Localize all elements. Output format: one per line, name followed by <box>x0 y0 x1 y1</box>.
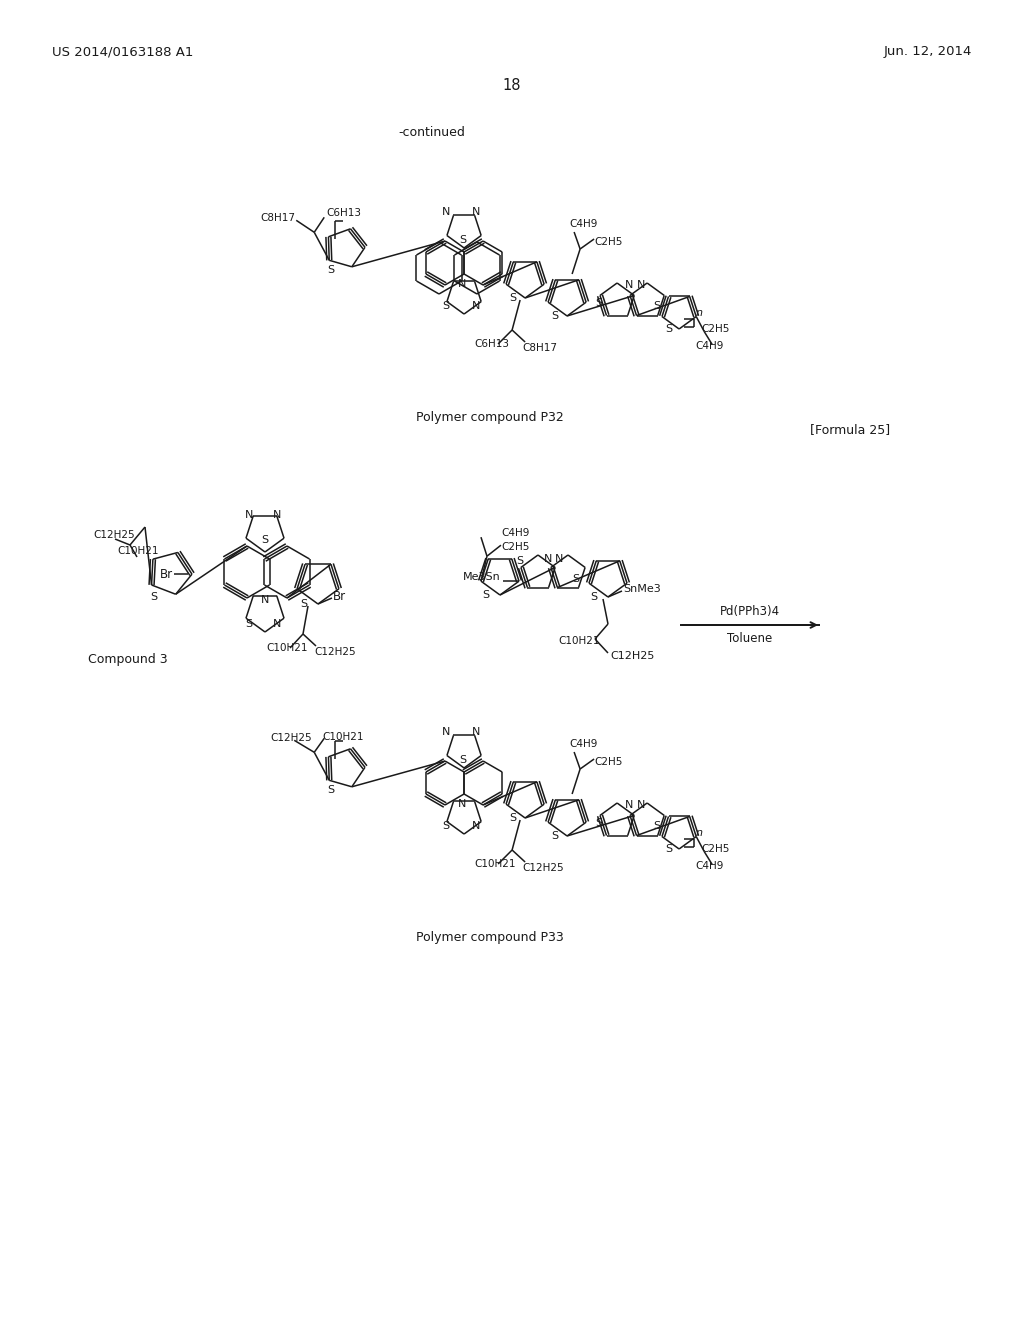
Text: S: S <box>572 574 580 583</box>
Text: N: N <box>472 821 480 832</box>
Text: Br: Br <box>160 568 173 581</box>
Text: C10H21: C10H21 <box>266 643 307 653</box>
Text: N: N <box>637 280 645 290</box>
Text: Me3Sn: Me3Sn <box>463 572 501 582</box>
Text: C4H9: C4H9 <box>569 219 597 228</box>
Text: C12H25: C12H25 <box>610 651 654 661</box>
Text: N: N <box>442 207 451 216</box>
Text: S: S <box>551 312 558 321</box>
Text: S: S <box>300 599 307 609</box>
Text: C2H5: C2H5 <box>501 543 529 552</box>
Text: C12H25: C12H25 <box>270 734 312 743</box>
Text: N: N <box>273 619 282 630</box>
Text: C8H17: C8H17 <box>260 214 295 223</box>
Text: Pd(PPh3)4: Pd(PPh3)4 <box>720 605 780 618</box>
Text: C4H9: C4H9 <box>695 341 724 351</box>
Text: N: N <box>625 800 634 810</box>
Text: S: S <box>327 265 334 275</box>
Text: C10H21: C10H21 <box>117 546 159 556</box>
Text: S: S <box>666 323 672 334</box>
Text: Polymer compound P33: Polymer compound P33 <box>416 932 564 945</box>
Text: S: S <box>442 301 450 312</box>
Text: C10H21: C10H21 <box>323 733 364 742</box>
Text: C2H5: C2H5 <box>701 843 729 854</box>
Text: S: S <box>327 785 334 795</box>
Text: C12H25: C12H25 <box>522 863 564 873</box>
Text: S: S <box>653 301 660 312</box>
Text: S: S <box>482 590 489 601</box>
Text: [Formula 25]: [Formula 25] <box>810 424 890 437</box>
Text: N: N <box>472 207 480 216</box>
Text: S: S <box>595 818 602 828</box>
Text: S: S <box>551 832 558 841</box>
Text: S: S <box>150 591 157 602</box>
Text: S: S <box>516 556 523 566</box>
Text: N: N <box>472 301 480 312</box>
Text: C2H5: C2H5 <box>594 238 623 247</box>
Text: S: S <box>459 235 466 246</box>
Text: Compound 3: Compound 3 <box>88 653 168 667</box>
Text: C4H9: C4H9 <box>569 739 597 748</box>
Text: N: N <box>544 554 552 564</box>
Text: N: N <box>637 800 645 810</box>
Text: S: S <box>666 843 672 854</box>
Text: C12H25: C12H25 <box>93 531 134 540</box>
Text: C6H13: C6H13 <box>327 209 361 218</box>
Text: C2H5: C2H5 <box>701 323 729 334</box>
Text: N: N <box>261 595 269 605</box>
Text: C10H21: C10H21 <box>474 859 516 869</box>
Text: -continued: -continued <box>398 125 465 139</box>
Text: C2H5: C2H5 <box>594 756 623 767</box>
Text: S: S <box>653 821 660 832</box>
Text: n: n <box>696 308 703 318</box>
Text: N: N <box>625 280 634 290</box>
Text: S: S <box>509 293 516 304</box>
Text: S: S <box>509 813 516 822</box>
Text: n: n <box>696 828 703 838</box>
Text: S: S <box>245 619 252 630</box>
Text: C10H21: C10H21 <box>558 636 599 645</box>
Text: S: S <box>595 298 602 308</box>
Text: N: N <box>442 727 451 737</box>
Text: C6H13: C6H13 <box>474 339 509 348</box>
Text: S: S <box>442 821 450 832</box>
Text: N: N <box>458 799 466 809</box>
Text: N: N <box>555 554 563 564</box>
Text: C4H9: C4H9 <box>695 861 724 871</box>
Text: Polymer compound P32: Polymer compound P32 <box>416 412 564 425</box>
Text: S: S <box>590 591 597 602</box>
Text: N: N <box>458 279 466 289</box>
Text: US 2014/0163188 A1: US 2014/0163188 A1 <box>52 45 194 58</box>
Text: SnMe3: SnMe3 <box>623 583 660 594</box>
Text: C8H17: C8H17 <box>522 343 557 352</box>
Text: N: N <box>273 510 282 520</box>
Text: N: N <box>472 727 480 737</box>
Text: C4H9: C4H9 <box>501 528 529 539</box>
Text: Toluene: Toluene <box>727 632 773 645</box>
Text: S: S <box>459 755 466 766</box>
Text: Jun. 12, 2014: Jun. 12, 2014 <box>884 45 972 58</box>
Text: Br: Br <box>333 590 346 602</box>
Text: S: S <box>261 535 268 545</box>
Text: 18: 18 <box>503 78 521 92</box>
Text: C12H25: C12H25 <box>314 647 355 657</box>
Text: N: N <box>245 510 253 520</box>
